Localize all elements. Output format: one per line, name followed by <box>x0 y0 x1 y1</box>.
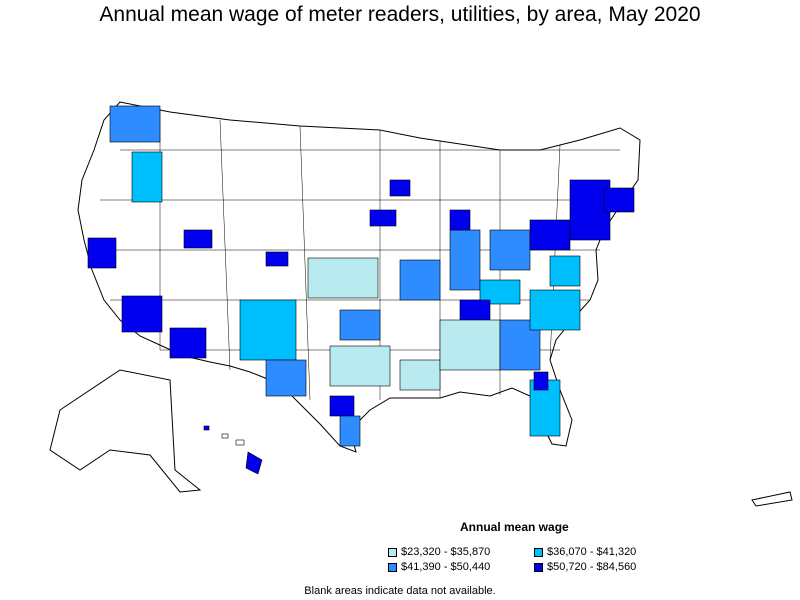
area-minnesota <box>389 179 411 197</box>
area-michigan <box>449 209 471 231</box>
legend-label-4: $50,720 - $84,560 <box>547 561 637 573</box>
shaded-areas <box>87 105 635 447</box>
area-texas-west <box>265 359 307 397</box>
legend-item-1: $23,320 - $35,870 <box>388 546 490 558</box>
area-jacksonville <box>533 371 549 391</box>
area-pennsylvania <box>529 219 571 251</box>
area-houston <box>329 395 355 417</box>
area-louisiana <box>399 359 441 391</box>
area-oklahoma <box>339 309 381 341</box>
area-new-mexico <box>239 299 297 361</box>
area-texas-central <box>329 345 391 387</box>
puerto-rico <box>751 491 793 507</box>
area-ohio <box>489 229 531 271</box>
area-northeast <box>569 179 611 241</box>
area-washington <box>109 105 161 143</box>
hawaii <box>203 425 263 475</box>
area-california-bay <box>87 237 117 269</box>
legend-title: Annual mean wage <box>460 520 569 534</box>
area-wyoming <box>369 209 397 227</box>
area-utah <box>183 229 213 249</box>
area-arizona-south <box>169 327 207 359</box>
legend-swatch-3 <box>388 562 397 572</box>
area-carolinas <box>529 289 581 331</box>
legend-swatch-1 <box>388 547 397 557</box>
legend-swatch-2 <box>534 547 543 557</box>
footnote: Blank areas indicate data not available. <box>304 585 496 597</box>
legend-label-1: $23,320 - $35,870 <box>401 546 491 558</box>
area-new-england <box>603 187 635 213</box>
area-colorado <box>265 251 289 267</box>
legend-label-3: $41,390 - $50,440 <box>401 561 491 573</box>
legend-item-4: $50,720 - $84,560 <box>534 561 636 573</box>
area-missouri <box>399 259 441 301</box>
area-tennessee <box>459 299 491 321</box>
area-texas-coast <box>339 415 361 447</box>
legend-label-2: $36,070 - $41,320 <box>547 546 637 558</box>
legend-swatch-4 <box>534 562 543 572</box>
map-title: Annual mean wage of meter readers, utili… <box>99 3 701 26</box>
area-oregon-east <box>131 151 163 203</box>
area-virginia <box>549 255 581 287</box>
area-mississippi-alabama <box>439 319 501 371</box>
area-illinois <box>449 229 481 291</box>
legend-item-3: $41,390 - $50,440 <box>388 561 490 573</box>
area-arizona <box>121 295 163 333</box>
area-kansas <box>307 257 379 299</box>
legend-item-2: $36,070 - $41,320 <box>534 546 636 558</box>
alaska-outline <box>49 369 202 493</box>
